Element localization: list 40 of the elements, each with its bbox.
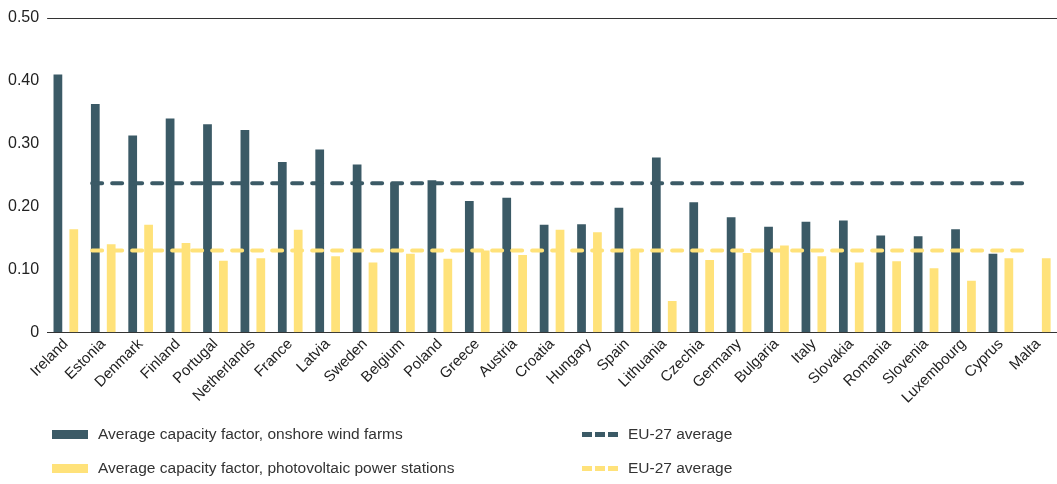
y-tick-label: 0.40 <box>8 71 40 89</box>
bar <box>951 229 960 333</box>
legend-label: Average capacity factor, onshore wind farms <box>97 424 404 444</box>
bar <box>1041 258 1051 333</box>
bar <box>892 261 902 333</box>
bar <box>539 224 549 333</box>
bar <box>689 202 699 333</box>
bar <box>967 280 976 333</box>
bar <box>876 235 886 333</box>
bar <box>854 262 864 333</box>
y-tick-label: 0.20 <box>8 196 40 214</box>
bar <box>817 256 827 333</box>
bar <box>726 217 736 333</box>
bar <box>705 260 714 333</box>
legend-label: Average capacity factor, photovoltaic power stations <box>97 458 456 478</box>
legend-label: EU-27 average <box>627 458 734 478</box>
bar <box>368 262 378 333</box>
bar <box>764 226 773 333</box>
bar <box>929 268 939 333</box>
y-tick-label: 0.50 <box>8 8 40 26</box>
y-tick-label: 0.10 <box>8 259 40 277</box>
bar <box>518 254 527 333</box>
bar <box>1004 258 1014 333</box>
bar <box>667 300 677 333</box>
bar <box>577 224 586 333</box>
y-tick-label: 0 <box>30 322 40 340</box>
bar <box>69 229 79 333</box>
bar <box>256 258 266 333</box>
bar <box>502 197 512 333</box>
bar <box>219 260 228 333</box>
bar <box>464 200 474 333</box>
bar <box>443 258 453 333</box>
legend-label: EU-27 average <box>627 424 734 444</box>
bar <box>988 253 998 333</box>
bar <box>913 236 923 333</box>
bar <box>801 221 811 333</box>
y-tick-label: 0.30 <box>8 134 40 152</box>
bar <box>838 220 848 333</box>
bar <box>53 74 63 333</box>
bar <box>331 256 340 333</box>
